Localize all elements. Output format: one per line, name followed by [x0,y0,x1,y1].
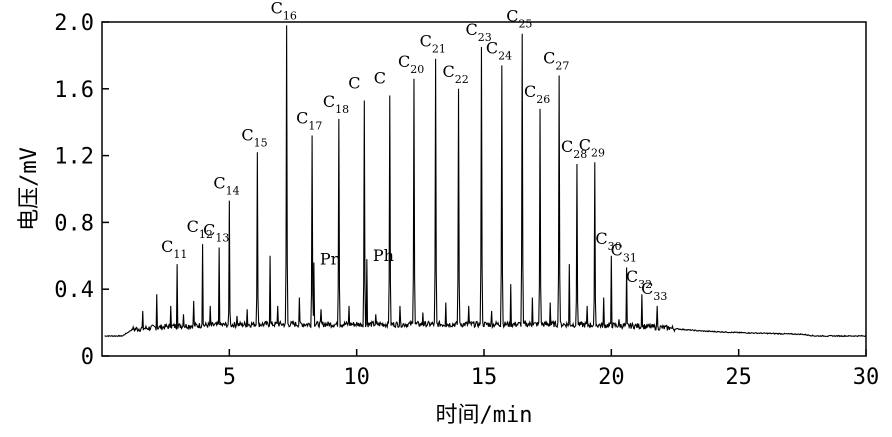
peak-label: C [348,73,360,92]
peak-label: C18 [323,92,349,116]
x-axis-title: 时间/min [436,403,533,428]
y-tick-label: 2.0 [54,11,94,36]
peak-label: C11 [161,237,187,261]
x-tick-label: 5 [223,365,236,390]
peak-label: C [374,68,386,87]
y-tick-label: 1.2 [54,145,94,170]
peak-label: C22 [443,62,469,86]
x-axis-ticks: 5 10 15 20 25 30 [223,349,880,390]
y-tick-label: 1.6 [54,78,94,103]
peak-label: C27 [543,48,569,72]
x-tick-label: 30 [853,365,880,390]
peak-label: C16 [271,0,297,22]
chromatogram-trace [104,25,867,338]
y-tick-label: 0.4 [54,278,94,303]
peak-label: C33 [641,279,667,303]
y-axis-title: 电压/mV [17,147,42,231]
peak-label: C20 [398,52,424,76]
peak-label: Pr [320,249,339,268]
y-axis-ticks: 0 0.4 0.8 1.2 1.6 2.0 [54,11,109,370]
x-tick-label: 15 [471,365,498,390]
y-tick-label: 0.8 [54,211,94,236]
x-tick-label: 20 [598,365,625,390]
x-tick-label: 10 [343,365,370,390]
peak-label: C25 [506,7,532,31]
peak-label: C14 [213,174,239,198]
peak-label: C15 [241,125,267,149]
peak-label: C26 [524,82,550,106]
peak-label: Ph [373,246,394,265]
peak-label: C31 [611,240,637,264]
peak-labels: C11C12C13C14C15C16C17PrC18CPhCC20C21C22C… [161,0,667,303]
peak-label: C17 [296,109,322,133]
peak-label: C24 [486,38,512,62]
x-tick-label: 25 [725,365,752,390]
y-tick-label: 0 [81,345,94,370]
peak-label: C21 [420,32,446,56]
